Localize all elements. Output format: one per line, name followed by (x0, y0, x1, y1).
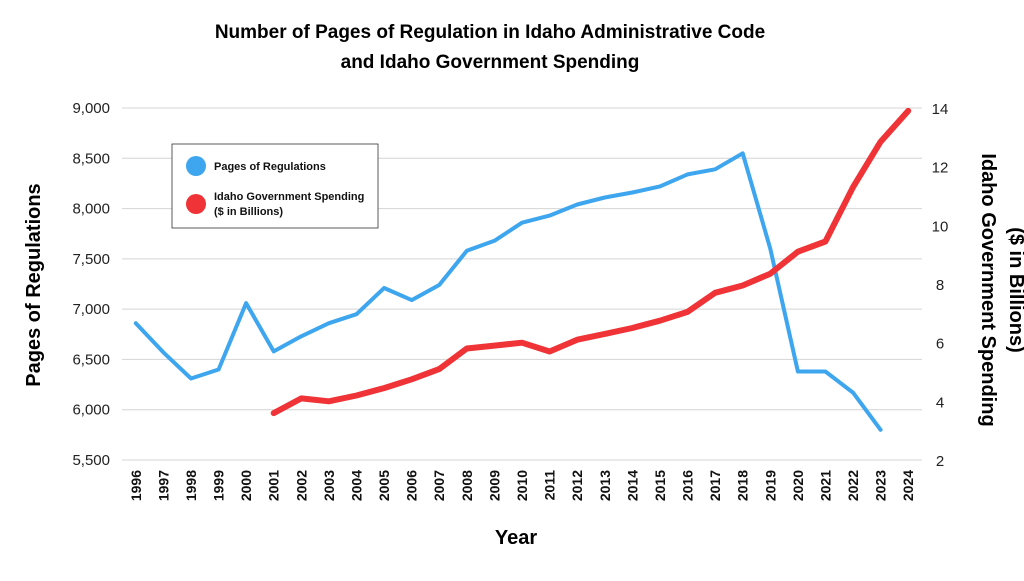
x-tick-label: 2004 (348, 470, 364, 501)
chart-title-line: and Idaho Government Spending (341, 52, 640, 73)
right-axis-title-line: Idaho Government Spending (977, 153, 999, 426)
x-tick-label: 2014 (624, 470, 640, 501)
legend-marker-spending (186, 194, 206, 214)
chart-title-line: Number of Pages of Regulation in Idaho A… (215, 22, 765, 43)
right-tick-label: 14 (932, 101, 949, 118)
x-tick-label: 2021 (817, 470, 833, 501)
x-tick-label: 2024 (900, 470, 916, 501)
x-tick-label: 2010 (514, 470, 530, 501)
x-tick-label: 1996 (128, 470, 144, 501)
left-tick-label: 8,000 (72, 201, 110, 218)
chart-title: Number of Pages of Regulation in Idaho A… (215, 22, 765, 73)
right-axis-ticks: 2 4 6 8 10 12 14 (932, 101, 949, 470)
left-tick-label: 6,500 (72, 351, 110, 368)
x-tick-label: 2006 (404, 470, 420, 501)
x-tick-label: 2000 (238, 470, 254, 501)
x-tick-label: 2020 (790, 470, 806, 501)
x-tick-label: 1998 (183, 470, 199, 501)
left-tick-label: 7,000 (72, 301, 110, 318)
legend-marker-pages (186, 156, 206, 176)
x-tick-label: 2007 (431, 470, 447, 501)
x-tick-label: 2015 (652, 470, 668, 501)
legend-label-spending: Idaho Government Spending (214, 191, 364, 203)
axis-titles: Year Pages of Regulations Idaho Government… (23, 153, 1024, 549)
x-tick-label: 2011 (542, 470, 558, 501)
x-tick-label: 2001 (266, 470, 282, 501)
x-tick-label: 2018 (735, 470, 751, 501)
x-axis-title: Year (495, 527, 537, 549)
x-tick-label: 2003 (321, 470, 337, 501)
x-tick-label: 2019 (762, 470, 778, 501)
x-tick-label: 2022 (845, 470, 861, 501)
right-tick-label: 8 (936, 277, 944, 294)
series-lines (133, 107, 912, 432)
left-tick-label: 7,500 (72, 251, 110, 268)
legend-label-pages: Pages of Regulations (214, 161, 326, 173)
left-axis-title: Pages of Regulations (23, 183, 45, 386)
x-tick-label: 2016 (680, 470, 696, 501)
right-tick-label: 2 (936, 453, 944, 470)
x-tick-label: 1999 (211, 470, 227, 501)
right-tick-label: 6 (936, 336, 944, 353)
x-tick-label: 1997 (155, 470, 171, 501)
left-axis-ticks: 5,500 6,000 6,500 7,000 7,500 8,000 8,500 9,000 (72, 100, 110, 469)
left-tick-label: 9,000 (72, 100, 110, 117)
x-tick-label: 2005 (376, 470, 392, 501)
right-tick-label: 4 (936, 394, 944, 411)
x-tick-label: 2017 (707, 470, 723, 501)
x-tick-label: 2012 (569, 470, 585, 501)
right-axis-title-line: ($ in Billions) (1005, 227, 1024, 353)
left-tick-label: 8,500 (72, 150, 110, 167)
x-tick-label: 2002 (293, 470, 309, 501)
legend-label-spending-units: ($ in Billions) (214, 206, 283, 218)
x-tick-label: 2013 (597, 470, 613, 501)
right-tick-label: 10 (932, 218, 949, 235)
x-tick-label: 2008 (459, 470, 475, 501)
left-tick-label: 6,000 (72, 402, 110, 419)
legend-box (171, 143, 379, 229)
government-spending-line (270, 107, 912, 417)
left-tick-label: 5,500 (72, 452, 110, 469)
right-tick-label: 12 (932, 160, 949, 177)
x-axis-ticks: 1996 1997 1998 1999 2000 2001 2002 2003 2004 2005… (128, 470, 916, 501)
x-tick-label: 2009 (486, 470, 502, 501)
pages-of-regulations-line (133, 151, 883, 432)
x-tick-label: 2023 (873, 470, 889, 501)
legend: Pages of Regulations Idaho Government Spe… (171, 143, 379, 229)
